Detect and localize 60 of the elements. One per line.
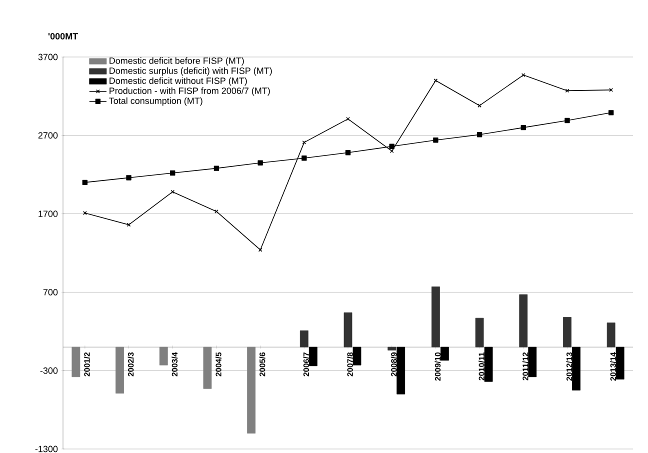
point <box>258 248 262 252</box>
bar <box>606 322 616 348</box>
bar <box>440 346 449 361</box>
point <box>433 138 438 143</box>
point <box>520 124 526 130</box>
bar <box>475 318 484 348</box>
x-tick-label: 2002/3 <box>128 352 134 376</box>
legend-label: Domestic surplus (deficit) with FISP (MT) <box>110 67 272 76</box>
point <box>608 110 614 116</box>
x-tick-label: 2011/12 <box>522 352 528 380</box>
x-tick-label: 2008/9 <box>390 352 397 376</box>
bar <box>300 330 308 348</box>
y-axis-title: '000MT <box>48 33 78 40</box>
point <box>258 160 263 166</box>
y-tick-label: 2700 <box>38 132 58 139</box>
point <box>345 150 351 156</box>
y-tick-label: -300 <box>40 367 58 374</box>
bar <box>432 286 440 348</box>
bar <box>344 312 352 348</box>
y-tick-label: 1700 <box>38 210 58 217</box>
y-tick-label: 700 <box>43 289 58 296</box>
point <box>126 222 131 227</box>
point <box>476 132 482 138</box>
legend-label: Total consumption (MT) <box>109 97 202 106</box>
bar <box>616 346 624 380</box>
bar <box>396 346 406 394</box>
x-tick-label: 2010/11 <box>478 352 485 380</box>
legend-label: Production - with FISP from 2006/7 (MT) <box>110 87 270 96</box>
x-tick-label: 2005/6 <box>259 352 266 376</box>
x-tick-label: 2003/4 <box>172 352 178 376</box>
bar <box>388 346 396 350</box>
point <box>170 170 176 176</box>
bar <box>352 346 362 366</box>
bar <box>572 346 580 390</box>
point <box>214 209 218 214</box>
point <box>214 166 220 171</box>
point <box>389 144 394 149</box>
x-tick-label: 2006/7 <box>303 352 310 376</box>
point <box>170 190 175 194</box>
x-tick-label: 2007/8 <box>347 352 353 376</box>
point <box>565 88 570 93</box>
bar <box>519 294 528 348</box>
x-tick-label: 2001/2 <box>84 352 90 376</box>
x-tick-label: 2009/10 <box>434 352 441 381</box>
point <box>478 104 482 108</box>
point <box>126 175 132 180</box>
bar <box>484 346 493 382</box>
bar <box>528 346 537 378</box>
x-tick-label: 2012/13 <box>566 352 572 381</box>
bar <box>308 346 318 366</box>
x-tick-label: 2013/14 <box>610 352 616 381</box>
legend-label: Domestic deficit without FISP (MT) <box>110 77 247 86</box>
y-tick-label: -1300 <box>35 446 58 452</box>
x-tick-label: 2004/5 <box>215 352 222 376</box>
point <box>302 156 307 161</box>
y-tick-label: 3700 <box>38 54 58 60</box>
point <box>564 118 570 124</box>
bar <box>563 317 572 348</box>
point <box>82 180 88 186</box>
legend-label: Domestic deficit before FISP (MT) <box>110 57 244 66</box>
